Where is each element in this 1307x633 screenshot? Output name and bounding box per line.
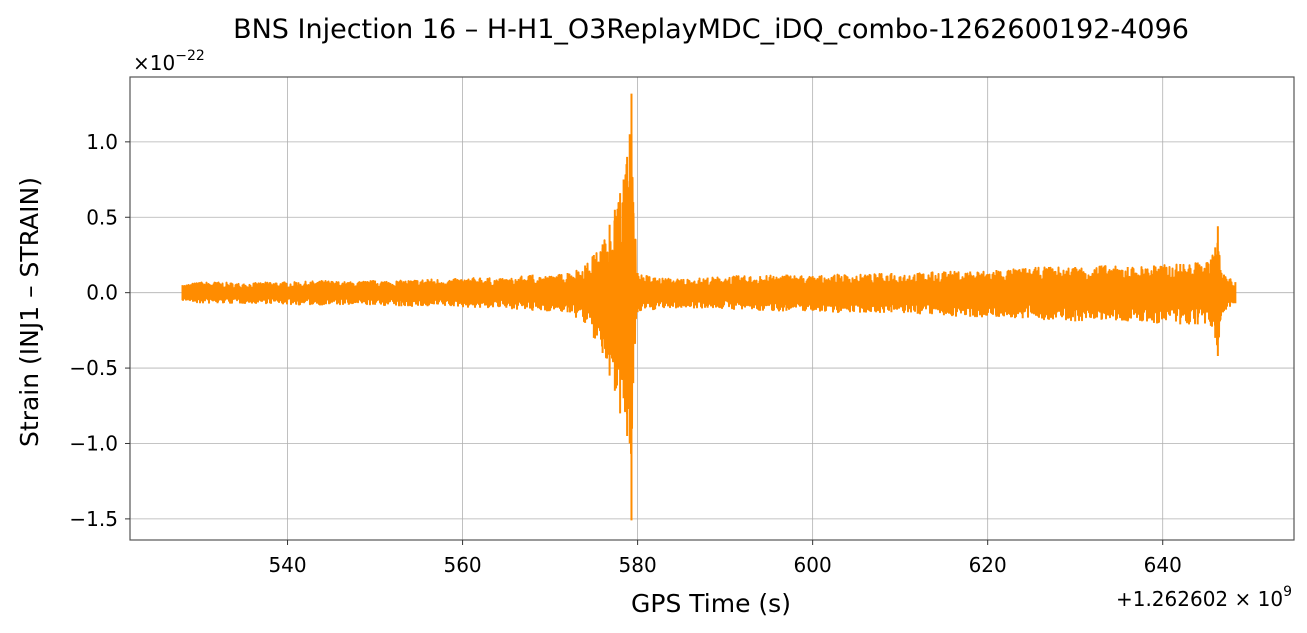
y-scale-base: ×10: [133, 51, 175, 75]
x-tick-label: 620: [969, 553, 1007, 577]
y-scale-multiplier: ×10−22: [133, 48, 205, 75]
y-axis-label: Strain (INJ1 – STRAIN): [15, 177, 44, 447]
y-tick-label: 0.5: [86, 205, 118, 229]
strain-series-line: [181, 93, 1237, 521]
x-offset-base: +1.262602 × 10: [1116, 587, 1283, 611]
x-tick-label: 540: [268, 553, 306, 577]
y-tick-label: −0.5: [69, 356, 118, 380]
plot-frame: [129, 76, 1295, 541]
x-axis-label: GPS Time (s): [631, 589, 791, 618]
y-tick-label: −1.0: [69, 431, 118, 455]
x-tick-label: 640: [1144, 553, 1182, 577]
y-tick-label: 0.0: [86, 281, 118, 305]
y-axis-ticks: 1.0 0.5 0.0 −0.5 −1.0 −1.5: [69, 130, 130, 531]
y-tick-label: 1.0: [86, 130, 118, 154]
x-tick-label: 600: [794, 553, 832, 577]
chart-title: BNS Injection 16 – H-H1_O3ReplayMDC_iDQ_…: [233, 14, 1189, 45]
x-tick-label: 560: [443, 553, 481, 577]
x-offset-exponent: 9: [1283, 584, 1292, 600]
x-tick-label: 580: [619, 553, 657, 577]
y-scale-exponent: −22: [175, 48, 205, 64]
y-tick-label: −1.5: [69, 507, 118, 531]
series-layer: [181, 93, 1237, 521]
x-axis-ticks: 540 560 580 600 620 640: [268, 540, 1182, 577]
x-offset-label: +1.262602 × 109: [1116, 584, 1292, 611]
